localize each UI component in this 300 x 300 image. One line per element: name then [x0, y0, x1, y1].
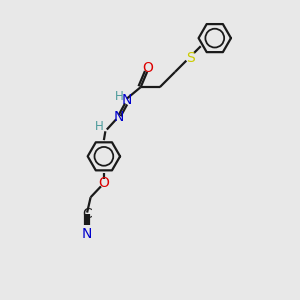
Text: N: N: [82, 226, 92, 241]
Text: C: C: [82, 207, 92, 221]
Text: H: H: [115, 90, 124, 103]
Text: N: N: [122, 93, 132, 107]
Text: S: S: [186, 51, 195, 65]
Text: O: O: [98, 176, 109, 190]
Text: O: O: [142, 61, 153, 75]
Text: N: N: [113, 110, 124, 124]
Text: H: H: [94, 120, 103, 133]
